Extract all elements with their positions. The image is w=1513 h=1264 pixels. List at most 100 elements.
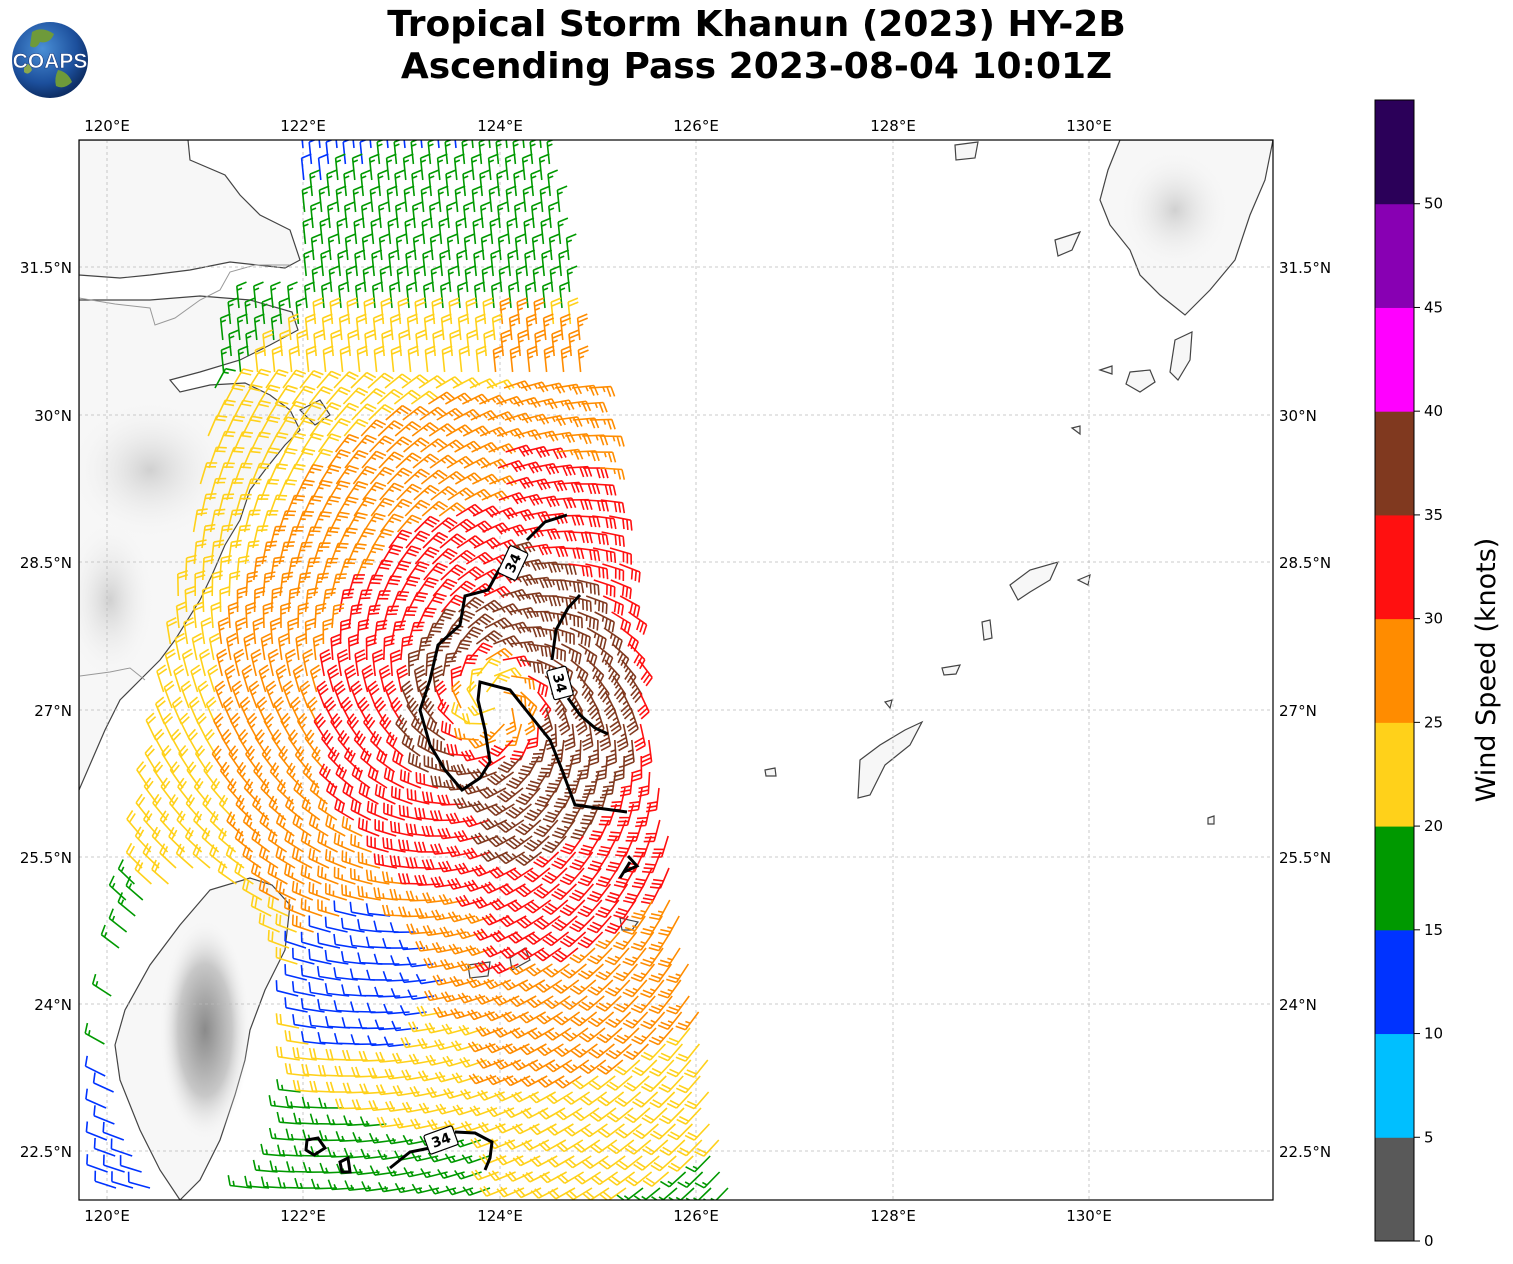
wind-barb: [327, 201, 338, 229]
wind-barb: [210, 778, 227, 805]
wind-barb: [406, 561, 430, 581]
wind-barb: [333, 900, 357, 917]
wind-barb: [564, 400, 592, 412]
wind-barb: [501, 1011, 529, 1023]
wind-barb: [316, 370, 342, 389]
colorbar-bin-45-50: [1375, 203, 1414, 308]
wind-barb: [496, 395, 524, 407]
wind-barb: [456, 249, 468, 277]
wind-barb: [358, 1018, 385, 1030]
wind-barb: [467, 1009, 495, 1021]
wind-barb: [85, 1088, 107, 1109]
wind-barb: [351, 403, 377, 421]
wind-barb: [427, 1152, 456, 1163]
wind-barb: [389, 649, 402, 677]
wind-barb: [263, 712, 276, 741]
wind-barb: [515, 819, 542, 836]
wind-barb: [500, 979, 529, 991]
title-line-2: Ascending Pass 2023-08-04 10:01Z: [400, 46, 1113, 87]
wind-barb: [390, 786, 413, 805]
wind-barb: [354, 527, 376, 549]
wind-barb: [463, 847, 491, 860]
wind-barb: [93, 1137, 116, 1157]
wind-barb: [360, 169, 372, 197]
wind-barb: [391, 1020, 419, 1032]
lon-tick-top-128: 128°E: [870, 117, 916, 135]
wind-barb: [557, 217, 569, 245]
wind-barb: [325, 780, 345, 805]
lon-tick-top-130: 130°E: [1066, 117, 1112, 135]
wind-barb: [622, 1011, 649, 1029]
wind-barb: [284, 796, 304, 821]
wind-barb: [334, 798, 355, 821]
wind-barb: [472, 473, 500, 485]
wind-barb: [482, 297, 494, 325]
wind-barb: [191, 632, 203, 661]
wind-barb: [283, 400, 307, 421]
wind-barb: [609, 707, 622, 736]
wind-barb: [363, 713, 378, 741]
wind-barb: [468, 642, 493, 661]
wind-barb: [567, 297, 579, 325]
wind-barb: [406, 923, 433, 935]
wind-barb: [369, 1165, 397, 1176]
wind-barb: [437, 827, 465, 840]
wind-barb: [379, 482, 405, 501]
wind-barb: [533, 915, 561, 930]
wind-barb: [352, 465, 377, 485]
wind-barb: [345, 512, 368, 533]
wind-barb: [207, 664, 219, 693]
wind-barb: [482, 945, 511, 958]
wind-barb: [676, 1107, 702, 1125]
wind-barb: [169, 761, 184, 789]
wind-barb: [438, 894, 466, 906]
wind-barb: [500, 329, 512, 357]
wind-barb: [467, 613, 495, 629]
wind-barb: [496, 1186, 525, 1198]
wind-barb: [450, 680, 462, 709]
wind-barb: [530, 1187, 559, 1199]
wind-barb: [517, 559, 545, 571]
wind-barb: [455, 894, 484, 907]
wind-barb: [468, 737, 497, 749]
wind-barb: [327, 233, 339, 261]
wind-barb: [541, 835, 567, 854]
wind-barb: [181, 648, 194, 677]
wind-barb: [486, 1106, 515, 1118]
wind-barb: [431, 517, 458, 533]
wind-barb: [616, 723, 629, 752]
wind-barb: [262, 571, 276, 597]
wind-barb: [524, 249, 536, 277]
wind-barb: [326, 1114, 353, 1126]
wind-barb: [382, 837, 406, 853]
wind-barb: [554, 1107, 583, 1121]
wind-barb: [390, 820, 414, 837]
wind-barb: [489, 507, 518, 520]
wind-barb: [449, 975, 478, 987]
wind-barb: [338, 281, 349, 309]
wind-barb: [400, 680, 414, 709]
wind-barb: [466, 977, 495, 989]
lat-ticks-right: 22.5°N 24°N 25.5°N 27°N 28.5°N 30°N 31.5…: [1279, 259, 1331, 1161]
terrain-shading: [79, 150, 1230, 1140]
wind-barb: [308, 848, 330, 869]
wind-barb: [308, 1015, 334, 1029]
wind-barb: [615, 1155, 643, 1171]
wind-barb: [517, 329, 529, 357]
wind-barb: [335, 1131, 362, 1142]
wind-barb: [685, 1187, 712, 1200]
wind-barb: [401, 1101, 430, 1113]
wind-barb: [617, 803, 635, 827]
wind-barb: [252, 525, 269, 549]
wind-barb: [539, 140, 542, 149]
wind-barb: [677, 1171, 704, 1188]
wind-barb: [481, 490, 510, 502]
wind-barb: [340, 951, 366, 965]
wind-barb: [455, 217, 467, 245]
wind-barb: [485, 1074, 514, 1086]
wind-barb: [486, 771, 515, 786]
wind-barb: [270, 556, 285, 581]
wind-barb: [521, 153, 533, 181]
wind-barb: [539, 185, 551, 213]
wind-barb: [430, 876, 458, 888]
